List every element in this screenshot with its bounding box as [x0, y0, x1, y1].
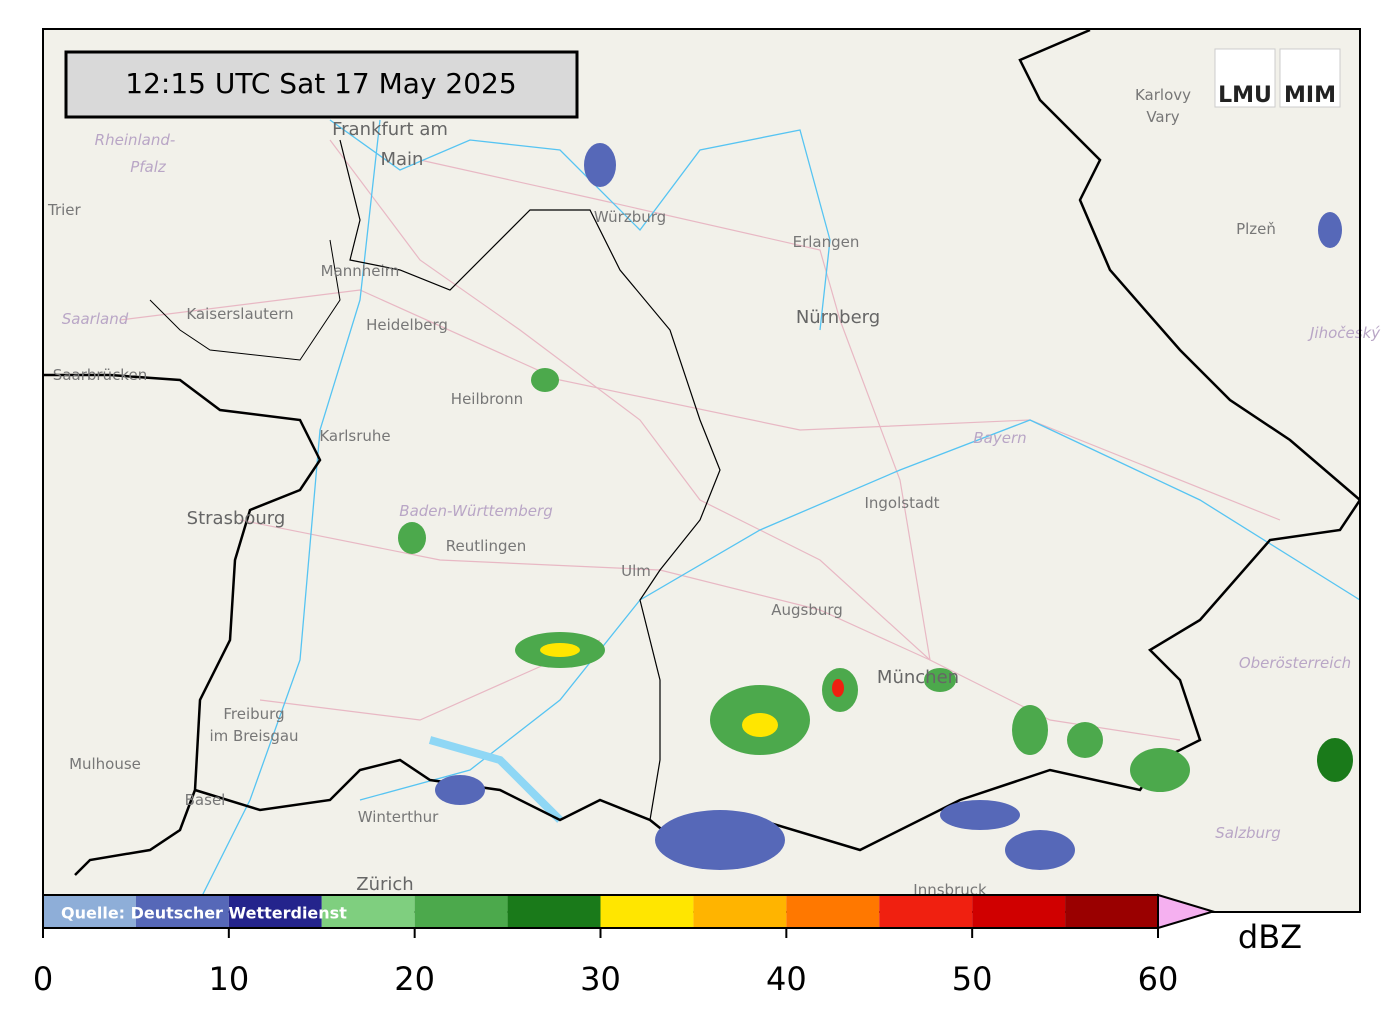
region-label: Jihočeský: [1307, 324, 1381, 342]
city-label: Mannheim: [321, 262, 400, 280]
timestamp-box: [64, 50, 579, 119]
city-label: Zürich: [356, 874, 413, 895]
radar-echo: [1012, 705, 1048, 755]
city-label: Karlsruhe: [319, 427, 390, 445]
logo-box: [1214, 48, 1276, 108]
radar-echo: [1067, 722, 1103, 758]
city-label: Winterthur: [358, 808, 439, 826]
colorbar: Quelle: Deutscher Wetterdienst 0 10 20 30 40 5…: [33, 893, 1302, 998]
radar-echo: [1318, 212, 1342, 248]
logo: LMU: [1218, 83, 1272, 108]
city-label: Strasbourg: [187, 508, 286, 529]
region-label: Bayern: [973, 429, 1026, 447]
colorbar-segment: [507, 895, 601, 928]
colorbar-segment: [786, 895, 880, 928]
colorbar-segment: [43, 895, 136, 928]
city-label: Plzeň: [1236, 220, 1276, 238]
tick-label: 10: [208, 960, 249, 998]
radar-echo: [540, 643, 580, 657]
radar-echo: [435, 775, 485, 805]
logo: MIM: [1284, 83, 1336, 108]
colorbar-segment: [693, 895, 787, 928]
radar-echo: [398, 522, 426, 554]
tick-label: 0: [33, 960, 53, 998]
city-label: Reutlingen: [446, 537, 526, 555]
city-label: München: [877, 667, 959, 688]
colorbar-segment: [972, 895, 1066, 928]
radar-echo: [655, 810, 785, 870]
city-label: Mulhouse: [69, 755, 141, 773]
city-label: Saarbrücken: [53, 366, 147, 384]
region-label: Oberösterreich: [1239, 654, 1351, 672]
radar-echo: [742, 713, 778, 737]
colorbar-segment: [321, 895, 415, 928]
city-label: Ulm: [621, 562, 651, 580]
region-label: Saarland: [62, 310, 129, 328]
city-label: Frankfurt am: [332, 119, 448, 140]
city-label: Salzburg: [1215, 824, 1280, 842]
unit-label: dBZ: [1238, 918, 1302, 956]
borders: [43, 28, 1362, 876]
city-label: Main: [381, 149, 424, 170]
city-label: Würzburg: [594, 208, 666, 226]
map-labels: Frankfurt am Main Rheinland- Pfalz Trier…: [47, 86, 1381, 899]
city-label: Vary: [1146, 108, 1179, 126]
timestamp: 12:15 UTC Sat 17 May 2025: [125, 67, 516, 100]
radar-echo: [1130, 748, 1190, 792]
source-label: Quelle: Deutscher Wetterdienst: [61, 904, 347, 923]
city-label: Trier: [47, 201, 82, 219]
city-label: Basel: [185, 791, 226, 809]
city-label: Erlangen: [793, 233, 860, 251]
colorbar-segment: [879, 895, 973, 928]
tick-label: 40: [766, 960, 807, 998]
city-label: im Breisgau: [209, 727, 298, 745]
radar-echo: [832, 679, 844, 697]
city-label: Heidelberg: [366, 316, 448, 334]
city-label: Kaiserslautern: [186, 305, 293, 323]
city-label: Nürnberg: [796, 307, 880, 328]
city-label: Freiburg: [223, 705, 284, 723]
colorbar-segment: [1065, 895, 1158, 928]
colorbar-segment: [228, 895, 322, 928]
radar-echo: [1317, 738, 1353, 782]
region-label: Pfalz: [130, 158, 167, 176]
radar-echo: [940, 800, 1020, 830]
logo-box: [1279, 48, 1341, 108]
city-label: Karlovy: [1135, 86, 1191, 104]
radar-echo: [531, 368, 559, 392]
tick-label: 20: [394, 960, 435, 998]
radar-echoes: [398, 143, 1353, 870]
colorbar-segment: [135, 895, 229, 928]
city-label: Ingolstadt: [864, 494, 939, 512]
city-label: Heilbronn: [451, 390, 523, 408]
region-label: Baden-Württemberg: [399, 502, 552, 520]
radar-echo: [1005, 830, 1075, 870]
radar-echo: [924, 668, 956, 692]
tick-label: 60: [1138, 960, 1179, 998]
colorbar-segment: [414, 895, 508, 928]
tick-label: 50: [952, 960, 993, 998]
radar-echo: [584, 143, 616, 187]
rivers: [199, 119, 1361, 901]
colorbar-segment: [600, 895, 694, 928]
city-label: Augsburg: [771, 601, 843, 619]
region-label: Rheinland-: [95, 131, 176, 149]
tick-label: 30: [580, 960, 621, 998]
